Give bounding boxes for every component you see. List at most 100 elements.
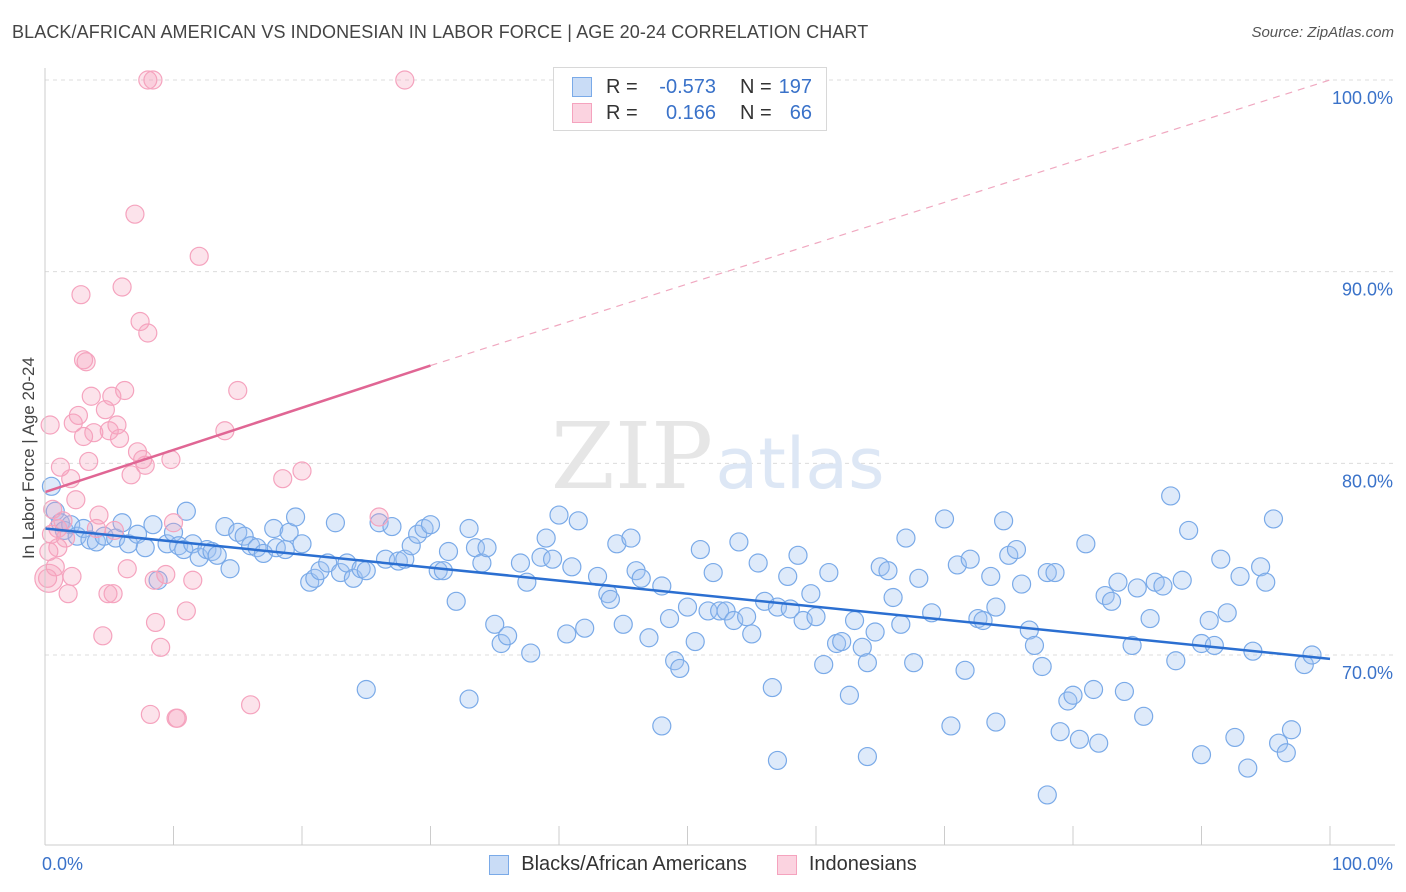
legend-r-label: R =: [606, 75, 638, 98]
blacks-point: [1006, 539, 1027, 560]
blacks-point: [1089, 733, 1109, 753]
blacks-point: [819, 562, 839, 583]
series-legend: Blacks/African Americans Indonesians: [0, 853, 1406, 876]
indonesians-point: [45, 557, 65, 577]
blacks-point: [1024, 635, 1045, 656]
blacks-point: [659, 608, 680, 629]
blacks-point: [536, 528, 556, 548]
indonesians-point: [55, 528, 76, 548]
indonesians-point: [140, 704, 160, 725]
indonesians-trend-extension: [430, 79, 1331, 367]
blacks-point: [1191, 745, 1212, 765]
series-legend-blacks: Blacks/African Americans: [489, 853, 747, 876]
indonesians-point: [79, 451, 99, 472]
x-tick-label: 100.0%: [1332, 854, 1393, 874]
indonesians-point: [228, 380, 248, 401]
blacks-point: [356, 679, 376, 700]
indonesians-point: [58, 584, 78, 604]
watermark-atlas: atlas: [715, 423, 884, 505]
blacks-point: [1161, 486, 1181, 506]
blacks-point: [1058, 691, 1078, 711]
blacks-point: [1032, 656, 1052, 677]
blacks-point: [420, 515, 441, 535]
blacks-point: [1302, 645, 1322, 665]
blacks-point: [549, 505, 569, 525]
indonesians-point: [99, 421, 119, 441]
blacks-point: [1172, 570, 1192, 590]
blacks-trend-line: [44, 527, 1331, 661]
blacks-point: [1134, 706, 1154, 726]
blacks-point: [207, 545, 227, 565]
blacks-point: [994, 511, 1014, 531]
blacks-point: [1076, 534, 1096, 554]
indonesians-point: [37, 568, 58, 588]
indonesians-point: [71, 285, 91, 305]
blacks-point: [557, 624, 577, 644]
blacks-point: [1276, 743, 1296, 763]
indonesians-point: [115, 380, 135, 401]
blacks-point: [438, 541, 459, 562]
indonesians-point: [109, 428, 130, 449]
blacks-point: [857, 653, 878, 673]
blacks-point: [941, 716, 961, 736]
indonesians-point: [48, 538, 68, 558]
blacks-point: [981, 566, 1001, 587]
blacks-point: [1217, 603, 1237, 623]
blacks-point: [891, 614, 911, 634]
blacks-point: [690, 539, 710, 560]
blacks-point: [1083, 679, 1104, 700]
legend-r-value: 0.166: [665, 101, 716, 124]
indonesians-point: [292, 461, 312, 481]
watermark-zip: ZIP: [551, 403, 713, 510]
blacks-point: [1063, 685, 1083, 705]
y-tick-label: 80.0%: [1342, 471, 1393, 491]
blacks-point: [1108, 572, 1128, 592]
blacks-point: [748, 553, 768, 573]
indonesians-point: [183, 570, 203, 590]
blacks-point: [865, 622, 885, 642]
blacks-point: [934, 509, 955, 529]
series-swatch-blacks: [489, 854, 510, 875]
blacks-point: [762, 677, 782, 698]
blacks-point: [264, 518, 284, 539]
blacks-point: [1045, 562, 1065, 583]
x-tick-label: 0.0%: [42, 854, 83, 874]
blacks-point: [607, 534, 627, 554]
indonesians-point: [93, 626, 113, 646]
blacks-point: [275, 539, 295, 560]
indonesians-point: [103, 584, 123, 604]
blacks-point: [1166, 651, 1186, 671]
legend-r-value: -0.573: [659, 75, 716, 98]
blacks-point: [857, 746, 878, 767]
blacks-point: [1050, 722, 1070, 742]
legend-swatch-blacks: [572, 77, 592, 97]
blacks-point: [852, 637, 872, 657]
blacks-point: [1251, 557, 1271, 577]
blacks-point: [767, 750, 788, 771]
blacks-point: [521, 643, 541, 663]
blacks-point: [401, 536, 421, 556]
blacks-point: [1127, 578, 1147, 598]
indonesians-point: [143, 70, 163, 90]
y-axis-label: In Labor Force | Age 20-24: [19, 357, 38, 559]
indonesians-point: [369, 507, 389, 527]
blacks-point: [1268, 733, 1289, 753]
blacks-point: [839, 685, 860, 705]
blacks-point: [986, 597, 1006, 617]
blacks-point: [292, 534, 312, 554]
blacks-point: [498, 626, 518, 646]
blacks-point: [1263, 509, 1284, 529]
blacks-point: [459, 689, 479, 709]
blacks-point: [1199, 610, 1219, 631]
blacks-point: [325, 513, 346, 533]
blacks-point: [999, 545, 1019, 565]
indonesians-point: [166, 708, 186, 728]
indonesians-point: [130, 311, 150, 332]
indonesians-point: [145, 612, 166, 633]
blacks-point: [1069, 729, 1090, 749]
blacks-point: [1037, 785, 1057, 805]
blacks-point: [1122, 635, 1142, 656]
blacks-point: [793, 610, 813, 631]
indonesians-point: [89, 505, 109, 525]
